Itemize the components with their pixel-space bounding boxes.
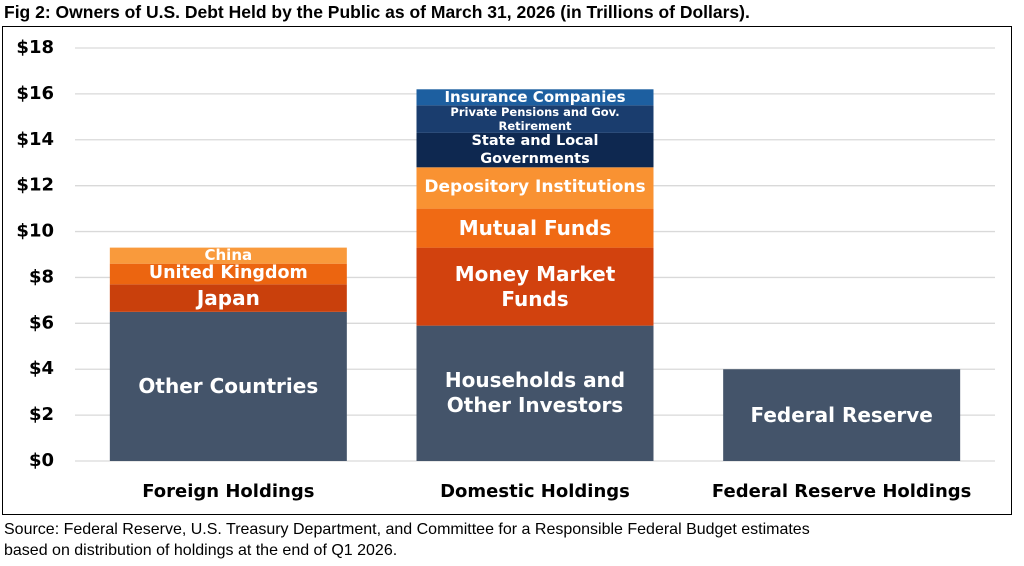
bar-segment bbox=[416, 247, 654, 326]
y-tick-label: $2 bbox=[29, 404, 54, 425]
bar-segment bbox=[416, 105, 654, 133]
segment-label: Depository Institutions bbox=[424, 177, 646, 198]
segment-label-box: Households and Other Investors bbox=[444, 368, 626, 418]
bar-segment bbox=[416, 132, 654, 168]
chart-frame bbox=[2, 26, 1012, 515]
y-tick-label: $4 bbox=[29, 358, 54, 379]
bar-segment bbox=[109, 247, 347, 264]
segment-label: Mutual Funds bbox=[458, 215, 612, 240]
bar-segment bbox=[416, 208, 654, 248]
segment-label-box: United Kingdom bbox=[148, 263, 308, 284]
y-tick-label: $12 bbox=[16, 175, 54, 196]
y-tick-label: $10 bbox=[16, 221, 54, 242]
segment-label-box: Money Market Funds bbox=[454, 261, 616, 311]
y-tick-label: $6 bbox=[29, 312, 54, 333]
bar-segment bbox=[723, 369, 961, 461]
x-tick-label: Foreign Holdings bbox=[142, 481, 314, 502]
segment-label-box: China bbox=[204, 247, 253, 264]
bar-segment bbox=[109, 311, 347, 461]
segment-label: Japan bbox=[196, 285, 260, 310]
segment-label: State and Local Governments bbox=[471, 132, 599, 168]
segment-label: Other Countries bbox=[138, 373, 319, 398]
segment-label-box: Other Countries bbox=[138, 373, 319, 398]
segment-label-box: Depository Institutions bbox=[424, 177, 646, 198]
segment-label-box: State and Local Governments bbox=[471, 132, 599, 168]
segment-label: United Kingdom bbox=[148, 263, 308, 284]
segment-label: Federal Reserve bbox=[750, 402, 933, 427]
x-tick-label: Domestic Holdings bbox=[440, 481, 630, 502]
segment-label-box: Federal Reserve bbox=[750, 402, 933, 427]
segment-label: Households and Other Investors bbox=[444, 368, 626, 418]
segment-label: Money Market Funds bbox=[454, 261, 616, 311]
y-tick-label: $18 bbox=[16, 37, 54, 58]
bar-segment bbox=[109, 284, 347, 312]
source-note: Source: Federal Reserve, U.S. Treasury D… bbox=[4, 521, 810, 559]
chart-title: Fig 2: Owners of U.S. Debt Held by the P… bbox=[4, 2, 750, 22]
y-tick-label: $8 bbox=[29, 266, 54, 287]
segment-label-box: Japan bbox=[196, 285, 260, 310]
y-tick-label: $0 bbox=[29, 450, 54, 471]
y-tick-label: $14 bbox=[16, 129, 54, 150]
segment-label: China bbox=[204, 247, 253, 264]
bar-segment bbox=[416, 167, 654, 209]
segment-label: Insurance Companies bbox=[444, 89, 626, 106]
x-tick-label: Federal Reserve Holdings bbox=[712, 481, 971, 502]
bar-segment bbox=[109, 263, 347, 285]
bar-segment bbox=[416, 89, 654, 106]
y-tick-label: $16 bbox=[16, 83, 54, 104]
segment-label-box: Private Pensions and Gov. Retirement bbox=[450, 105, 620, 133]
segment-label-box: Mutual Funds bbox=[458, 215, 612, 240]
segment-label: Private Pensions and Gov. Retirement bbox=[450, 105, 620, 133]
bar-segment bbox=[416, 325, 654, 461]
segment-label-box: Insurance Companies bbox=[444, 89, 626, 106]
